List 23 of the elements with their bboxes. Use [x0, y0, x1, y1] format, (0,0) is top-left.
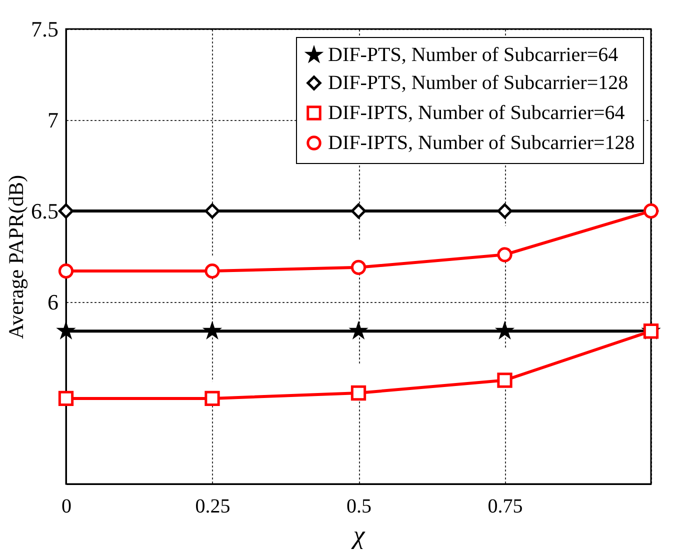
y-tick-label: 7 [48, 108, 58, 132]
legend-label: DIF-IPTS, Number of Subcarrier=128 [328, 132, 635, 154]
x-tick-label: 0.75 [488, 496, 523, 518]
y-tick-label: 6.5 [31, 198, 58, 224]
legend-label: DIF-IPTS, Number of Subcarrier=64 [328, 102, 625, 124]
point [497, 203, 512, 219]
point [350, 385, 366, 401]
point [58, 390, 74, 406]
point [58, 263, 74, 279]
x-tick-label: 0.25 [195, 496, 230, 518]
x-tick-label: 0 [62, 496, 72, 518]
point [204, 203, 220, 219]
x-tick-label: 0.5 [346, 496, 372, 518]
point [204, 390, 220, 406]
legend-label: DIF-PTS, Number of Subcarrier=64 [328, 44, 618, 66]
y-tick-label: 7.5 [31, 16, 58, 42]
y-axis-title: Average PAPR(dB) [4, 175, 28, 339]
point [350, 203, 366, 219]
x-axis-title: χ [350, 520, 366, 550]
legend-label: DIF-PTS, Number of Subcarrier=128 [328, 72, 628, 94]
point [497, 372, 512, 388]
point [58, 203, 74, 219]
y-tick-label: 6 [48, 290, 58, 314]
